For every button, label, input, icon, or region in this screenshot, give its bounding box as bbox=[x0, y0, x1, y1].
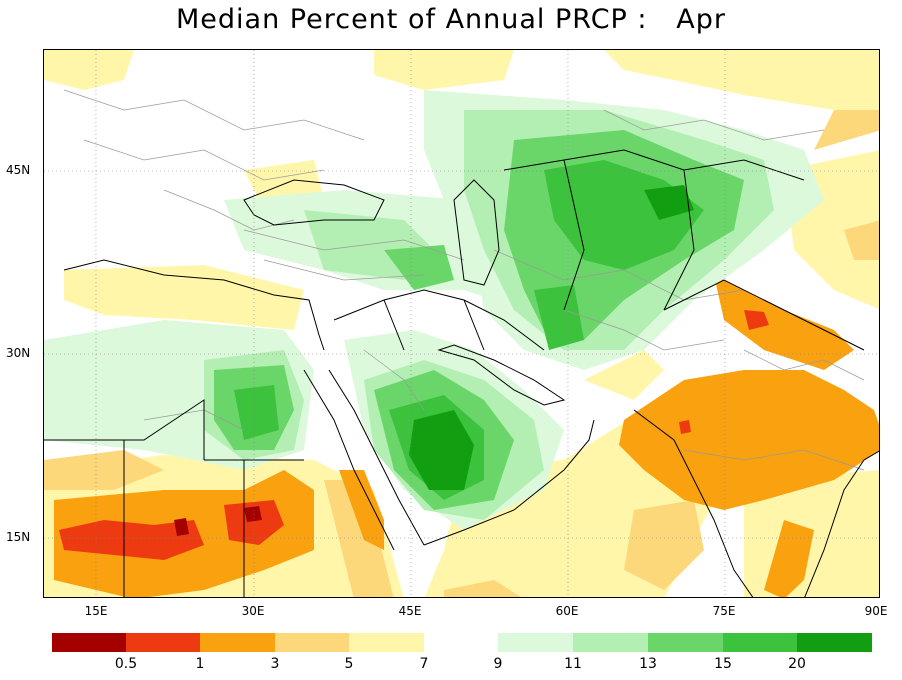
colorbar-label: 20 bbox=[788, 656, 806, 672]
colorbar-swatch-mid-green bbox=[723, 633, 797, 652]
red-sea-coast-west bbox=[303, 369, 395, 551]
colorbar-label: 15 bbox=[714, 656, 732, 672]
north-africa-borders bbox=[44, 399, 304, 597]
black-sea-outline bbox=[243, 179, 385, 226]
colorbar-label: 7 bbox=[419, 656, 429, 672]
colorbar-label: 11 bbox=[564, 656, 582, 672]
colorbar-swatch-light-orange bbox=[275, 633, 349, 652]
himalaya-border bbox=[663, 279, 865, 351]
colorbar-swatch-dark-red bbox=[52, 633, 126, 652]
middle-east-borders bbox=[333, 289, 545, 351]
y-tick-label: 15N bbox=[6, 530, 31, 544]
y-tick-label: 30N bbox=[6, 346, 31, 360]
colorbar-swatch-dark-green bbox=[797, 633, 872, 652]
colorbar-swatch-green bbox=[648, 633, 723, 652]
country-borders bbox=[44, 149, 879, 597]
x-tick-label: 60E bbox=[555, 604, 579, 618]
central-asia-borders bbox=[503, 149, 805, 311]
colorbar-label: 13 bbox=[639, 656, 657, 672]
x-tick-label: 15E bbox=[84, 604, 108, 618]
y-tick-label: 45N bbox=[6, 163, 31, 177]
persian-gulf bbox=[437, 344, 566, 406]
dark-red-regions bbox=[174, 506, 262, 536]
x-tick-label: 45E bbox=[398, 604, 422, 618]
map-panel bbox=[43, 49, 880, 598]
colorbar-label: 3 bbox=[270, 656, 280, 672]
colorbar-swatch-red bbox=[126, 633, 200, 652]
colorbar-label: 0.5 bbox=[114, 656, 138, 672]
colorbar-swatch-pale-green bbox=[498, 633, 573, 652]
dark-green-regions bbox=[409, 185, 694, 490]
mediterranean-coast bbox=[63, 259, 325, 351]
colorbar-label: 1 bbox=[195, 656, 205, 672]
x-tick-label: 30E bbox=[241, 604, 265, 618]
colorbar-label: 9 bbox=[493, 656, 503, 672]
red-sea-coast-east bbox=[328, 369, 425, 546]
india-outline bbox=[633, 409, 754, 597]
map-title: Median Percent of Annual PRCP : Apr bbox=[176, 4, 726, 35]
province-borders bbox=[63, 89, 865, 471]
precipitation-map bbox=[44, 50, 879, 597]
colorbar-swatch-orange bbox=[200, 633, 275, 652]
light-orange-regions bbox=[44, 110, 879, 597]
colorbar-label: 5 bbox=[344, 656, 354, 672]
x-tick-label: 90E bbox=[864, 604, 888, 618]
x-tick-label: 75E bbox=[712, 604, 736, 618]
india-east-coast bbox=[804, 450, 879, 597]
colorbar-swatch-pale-yellow bbox=[349, 633, 424, 652]
caspian-sea-outline bbox=[453, 179, 500, 286]
colorbar-swatch-light-green bbox=[573, 633, 648, 652]
arabian-peninsula-south bbox=[423, 419, 595, 546]
